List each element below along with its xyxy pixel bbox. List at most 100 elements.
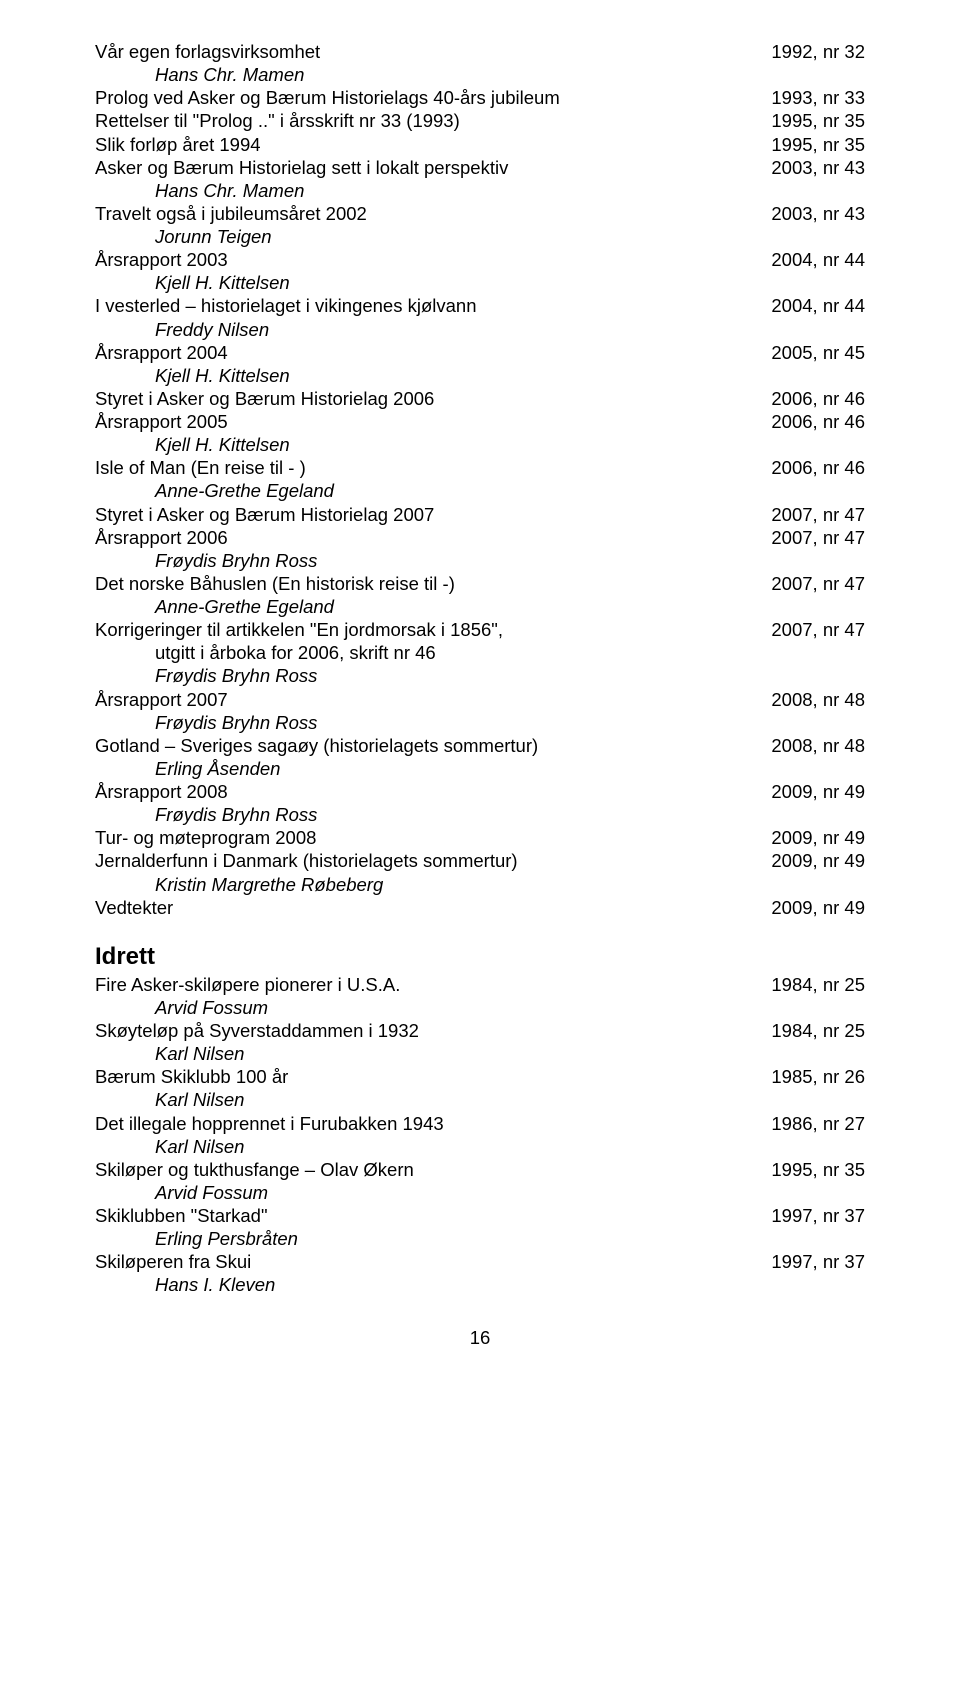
entry-reference: 2009, nr 49 [751, 781, 865, 803]
entry-title: Årsrapport 2007 [95, 688, 751, 711]
entry-continuation: utgitt i årboka for 2006, skrift nr 46 [95, 641, 865, 664]
entry-reference: 1984, nr 25 [751, 1020, 865, 1042]
entry-row: I vesterled – historielaget i vikingenes… [95, 294, 865, 317]
entry-author: Frøydis Bryhn Ross [95, 549, 865, 572]
entry-author: Hans Chr. Mamen [95, 179, 865, 202]
document-page: Vår egen forlagsvirksomhet1992, nr 32 Han… [0, 0, 960, 1389]
entry-title: Skøyteløp på Syverstaddammen i 1932 [95, 1019, 751, 1042]
entry-reference: 2003, nr 43 [751, 157, 865, 179]
entry-row: Bærum Skiklubb 100 år1985, nr 26 [95, 1065, 865, 1088]
entry-row: Årsrapport 20082009, nr 49 [95, 780, 865, 803]
section-heading-idrett: Idrett [95, 943, 865, 971]
entry-title: Rettelser til "Prolog .." i årsskrift nr… [95, 109, 751, 132]
entry-reference: 2009, nr 49 [751, 897, 865, 919]
entry-reference: 2009, nr 49 [751, 850, 865, 872]
entry-author: Erling Persbråten [95, 1227, 865, 1250]
entry-title: Fire Asker-skiløpere pionerer i U.S.A. [95, 973, 751, 996]
entry-reference: 1995, nr 35 [751, 134, 865, 156]
page-number: 16 [95, 1327, 865, 1349]
entry-title: Årsrapport 2003 [95, 248, 751, 271]
entry-title: Prolog ved Asker og Bærum Historielags 4… [95, 86, 751, 109]
entry-title: Asker og Bærum Historielag sett i lokalt… [95, 156, 751, 179]
entry-row: Årsrapport 20042005, nr 45 [95, 341, 865, 364]
entry-author: Kristin Margrethe Røbeberg [95, 873, 865, 896]
entry-row: Asker og Bærum Historielag sett i lokalt… [95, 156, 865, 179]
entry-title: Vedtekter [95, 896, 751, 919]
entry-reference: 2004, nr 44 [751, 249, 865, 271]
entry-reference: 2008, nr 48 [751, 735, 865, 757]
entry-reference: 2004, nr 44 [751, 295, 865, 317]
entry-row: Skiklubben "Starkad"1997, nr 37 [95, 1204, 865, 1227]
entry-title: I vesterled – historielaget i vikingenes… [95, 294, 751, 317]
entry-row: Årsrapport 20062007, nr 47 [95, 526, 865, 549]
entry-title: Tur- og møteprogram 2008 [95, 826, 751, 849]
entries-section: Vår egen forlagsvirksomhet1992, nr 32 Han… [95, 40, 865, 919]
entry-author: Freddy Nilsen [95, 318, 865, 341]
entry-title: Travelt også i jubileumsåret 2002 [95, 202, 751, 225]
entry-author: Arvid Fossum [95, 996, 865, 1019]
entry-row: Skøyteløp på Syverstaddammen i 19321984,… [95, 1019, 865, 1042]
entry-author: Karl Nilsen [95, 1135, 865, 1158]
entry-row: Rettelser til "Prolog .." i årsskrift nr… [95, 109, 865, 132]
entry-row: Det illegale hopprennet i Furubakken 194… [95, 1112, 865, 1135]
entry-reference: 2009, nr 49 [751, 827, 865, 849]
entry-title: Det illegale hopprennet i Furubakken 194… [95, 1112, 751, 1135]
entry-reference: 1986, nr 27 [751, 1113, 865, 1135]
entry-row: Fire Asker-skiløpere pionerer i U.S.A.19… [95, 973, 865, 996]
entry-row: Vedtekter2009, nr 49 [95, 896, 865, 919]
entry-row: Korrigeringer til artikkelen "En jordmor… [95, 618, 865, 641]
entry-author: Arvid Fossum [95, 1181, 865, 1204]
entry-title: Styret i Asker og Bærum Historielag 2006 [95, 387, 751, 410]
entry-row: Skiløper og tukthusfange – Olav Økern199… [95, 1158, 865, 1181]
entry-reference: 1997, nr 37 [751, 1251, 865, 1273]
entry-title: Årsrapport 2006 [95, 526, 751, 549]
entry-author: Karl Nilsen [95, 1088, 865, 1111]
entry-row: Isle of Man (En reise til - )2006, nr 46 [95, 456, 865, 479]
entry-reference: 2007, nr 47 [751, 573, 865, 595]
entry-reference: 2006, nr 46 [751, 411, 865, 433]
entry-title: Årsrapport 2005 [95, 410, 751, 433]
entry-reference: 2003, nr 43 [751, 203, 865, 225]
entry-reference: 1995, nr 35 [751, 110, 865, 132]
entry-reference: 1993, nr 33 [751, 87, 865, 109]
entry-title: Slik forløp året 1994 [95, 133, 751, 156]
entry-row: Årsrapport 20052006, nr 46 [95, 410, 865, 433]
entry-author: Kjell H. Kittelsen [95, 271, 865, 294]
entry-title: Korrigeringer til artikkelen "En jordmor… [95, 618, 751, 641]
entry-reference: 2006, nr 46 [751, 388, 865, 410]
entry-reference: 2006, nr 46 [751, 457, 865, 479]
entry-title: Isle of Man (En reise til - ) [95, 456, 751, 479]
entry-reference: 1984, nr 25 [751, 974, 865, 996]
entry-row: Skiløperen fra Skui1997, nr 37 [95, 1250, 865, 1273]
entry-author: Karl Nilsen [95, 1042, 865, 1065]
entry-reference: 1985, nr 26 [751, 1066, 865, 1088]
entry-row: Tur- og møteprogram 20082009, nr 49 [95, 826, 865, 849]
entry-row: Prolog ved Asker og Bærum Historielags 4… [95, 86, 865, 109]
entry-row: Årsrapport 20032004, nr 44 [95, 248, 865, 271]
entry-author: Frøydis Bryhn Ross [95, 664, 865, 687]
entry-title: Skiklubben "Starkad" [95, 1204, 751, 1227]
entry-title: Jernalderfunn i Danmark (historielagets … [95, 849, 751, 872]
entry-reference: 2007, nr 47 [751, 619, 865, 641]
entry-title: Årsrapport 2008 [95, 780, 751, 803]
entry-title: Skiløper og tukthusfange – Olav Økern [95, 1158, 751, 1181]
entry-reference: 1995, nr 35 [751, 1159, 865, 1181]
entry-title: Årsrapport 2004 [95, 341, 751, 364]
entry-title: Styret i Asker og Bærum Historielag 2007 [95, 503, 751, 526]
entry-author: Kjell H. Kittelsen [95, 364, 865, 387]
entry-reference: 1997, nr 37 [751, 1205, 865, 1227]
entry-title: Gotland – Sveriges sagaøy (historielaget… [95, 734, 751, 757]
entry-row: Styret i Asker og Bærum Historielag 2007… [95, 503, 865, 526]
entry-title: Skiløperen fra Skui [95, 1250, 751, 1273]
entry-row: Det norske Båhuslen (En historisk reise … [95, 572, 865, 595]
entries-section-2: Fire Asker-skiløpere pionerer i U.S.A.19… [95, 973, 865, 1297]
entry-reference: 1992, nr 32 [751, 41, 865, 63]
entry-row: Styret i Asker og Bærum Historielag 2006… [95, 387, 865, 410]
entry-title: Vår egen forlagsvirksomhet [95, 40, 751, 63]
entry-author: Anne-Grethe Egeland [95, 595, 865, 618]
entry-row: Travelt også i jubileumsåret 20022003, n… [95, 202, 865, 225]
entry-reference: 2007, nr 47 [751, 504, 865, 526]
entry-reference: 2005, nr 45 [751, 342, 865, 364]
entry-author: Anne-Grethe Egeland [95, 479, 865, 502]
entry-row: Slik forløp året 19941995, nr 35 [95, 133, 865, 156]
